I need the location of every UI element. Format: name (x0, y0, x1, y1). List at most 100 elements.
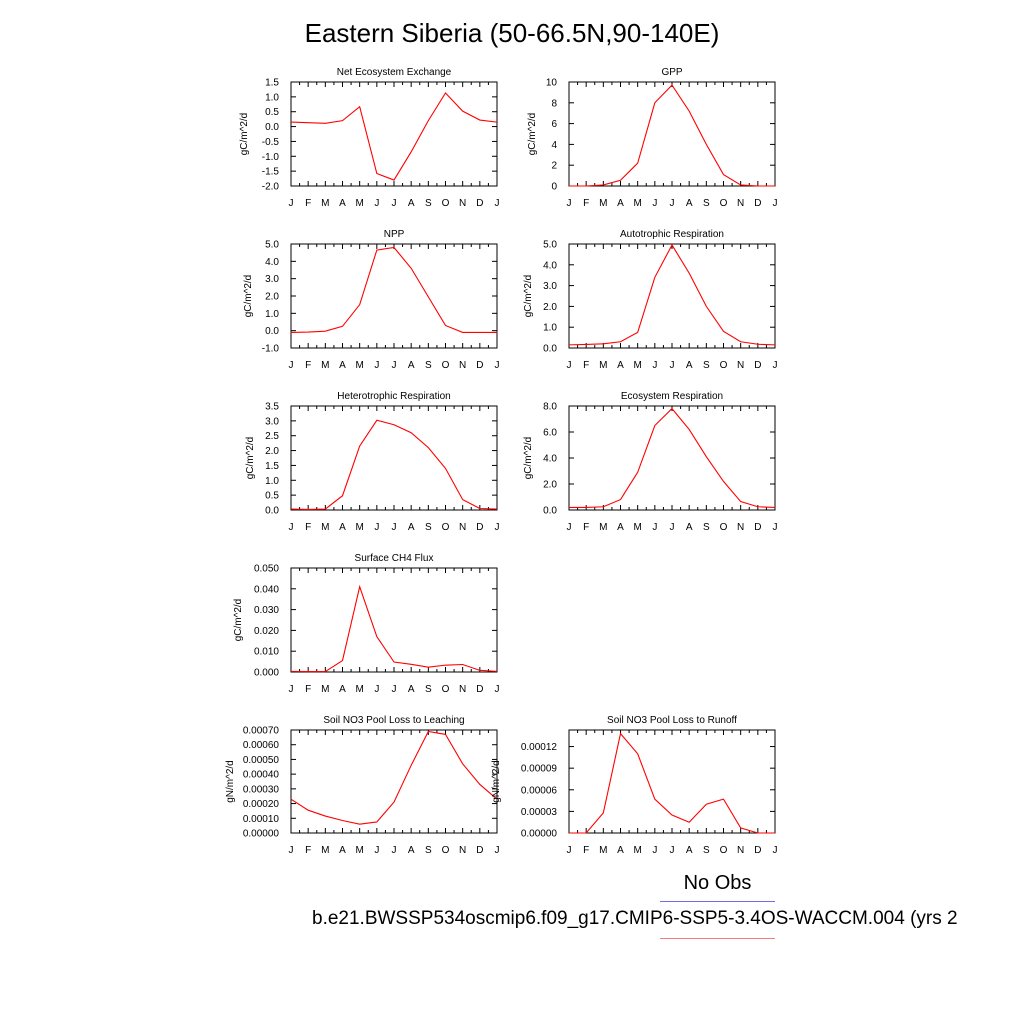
x-tick-label: M (599, 198, 607, 209)
x-tick-label: A (408, 684, 415, 695)
x-tick-label: D (754, 522, 761, 533)
y-tick-label: 1.0 (543, 323, 557, 334)
x-tick-label: N (459, 522, 466, 533)
x-tick-label: A (408, 845, 415, 856)
series-line (569, 407, 776, 508)
x-tick-label: M (321, 684, 329, 695)
x-tick-label: J (392, 684, 397, 695)
x-tick-label: A (339, 684, 346, 695)
y-tick-label: 4.0 (543, 454, 557, 465)
y-tick-label: 0.030 (254, 605, 279, 616)
x-tick-label: F (305, 198, 311, 209)
x-tick-label: J (289, 845, 294, 856)
y-tick-label: 0.00000 (521, 829, 558, 840)
x-tick-label: F (305, 522, 311, 533)
x-tick-label: F (583, 360, 589, 371)
x-tick-label: A (686, 198, 693, 209)
x-tick-label: A (408, 198, 415, 209)
x-tick-label: J (495, 845, 500, 856)
x-tick-label: J (670, 198, 675, 209)
x-tick-label: J (495, 522, 500, 533)
x-tick-label: A (686, 522, 693, 533)
series-line (290, 419, 498, 510)
x-tick-label: J (670, 522, 675, 533)
x-tick-label: M (321, 522, 329, 533)
y-tick-label: -0.5 (262, 137, 280, 148)
x-tick-label: F (583, 845, 589, 856)
x-tick-label: M (355, 522, 363, 533)
x-tick-label: M (355, 684, 363, 695)
plot-frame (290, 567, 498, 673)
plot-frame (290, 81, 498, 187)
panel-title: GPP (661, 67, 682, 78)
panel-title: Heterotrophic Respiration (337, 391, 450, 402)
x-tick-label: J (374, 360, 379, 371)
y-tick-label: 0.020 (254, 626, 279, 637)
y-tick-label: 0 (551, 182, 557, 193)
series-line (290, 246, 497, 333)
series-line (568, 243, 776, 346)
x-tick-label: O (720, 845, 728, 856)
x-tick-label: N (459, 360, 466, 371)
panel-title: Soil NO3 Pool Loss to Runoff (607, 715, 737, 726)
x-tick-label: A (339, 360, 346, 371)
x-tick-label: J (495, 360, 500, 371)
series-line (569, 732, 775, 834)
plot-frame (568, 81, 776, 187)
x-tick-label: F (583, 522, 589, 533)
y-tick-label: 0.00006 (521, 785, 558, 796)
x-tick-label: J (652, 198, 657, 209)
series-line (290, 584, 498, 673)
x-tick-label: M (599, 360, 607, 371)
x-tick-label: N (459, 198, 466, 209)
series-line (290, 730, 498, 825)
panel-title: Surface CH4 Flux (355, 553, 434, 564)
y-tick-label: 0.00010 (243, 814, 280, 825)
y-axis-label: gN/m^2/d (491, 760, 502, 803)
x-tick-label: M (355, 198, 363, 209)
panel-title: Autotrophic Respiration (620, 229, 724, 240)
y-tick-label: 1.5 (265, 78, 279, 89)
x-tick-label: M (355, 845, 363, 856)
y-tick-label: 0.5 (265, 491, 279, 502)
y-tick-label: 1.0 (265, 92, 279, 103)
y-tick-label: 0.00009 (521, 764, 558, 775)
x-tick-label: F (583, 198, 589, 209)
y-tick-label: 0.00070 (243, 726, 280, 737)
x-tick-label: J (289, 684, 294, 695)
y-tick-label: 0.00030 (243, 784, 280, 795)
y-tick-label: 0.5 (265, 107, 279, 118)
panel-title: Ecosystem Respiration (621, 391, 723, 402)
x-tick-label: D (754, 198, 761, 209)
y-tick-label: 1.5 (265, 461, 279, 472)
x-tick-label: N (459, 684, 466, 695)
series-line (290, 92, 498, 181)
x-tick-label: J (495, 684, 500, 695)
y-tick-label: 2.0 (265, 446, 279, 457)
y-tick-label: 6 (551, 119, 557, 130)
y-tick-label: 0.00020 (243, 799, 280, 810)
y-tick-label: -2.0 (262, 182, 280, 193)
x-tick-label: O (720, 522, 728, 533)
legend-obs-line (660, 901, 775, 902)
y-tick-label: -1.5 (262, 167, 280, 178)
x-tick-label: S (425, 522, 432, 533)
y-tick-label: 3.5 (265, 402, 279, 413)
y-tick-label: 8 (551, 98, 557, 109)
y-axis-label: gC/m^2/d (243, 275, 254, 318)
legend-no-obs-label: No Obs (683, 872, 752, 894)
x-tick-label: J (374, 522, 379, 533)
y-axis-label: gC/m^2/d (523, 275, 534, 318)
y-tick-label: 0.050 (254, 564, 279, 575)
y-tick-label: 0.00040 (243, 770, 280, 781)
y-tick-label: 2.0 (265, 292, 279, 303)
x-tick-label: J (652, 845, 657, 856)
x-tick-label: M (321, 845, 329, 856)
x-tick-label: J (652, 360, 657, 371)
panel-title: Net Ecosystem Exchange (337, 67, 452, 78)
y-tick-label: 3.0 (265, 274, 279, 285)
